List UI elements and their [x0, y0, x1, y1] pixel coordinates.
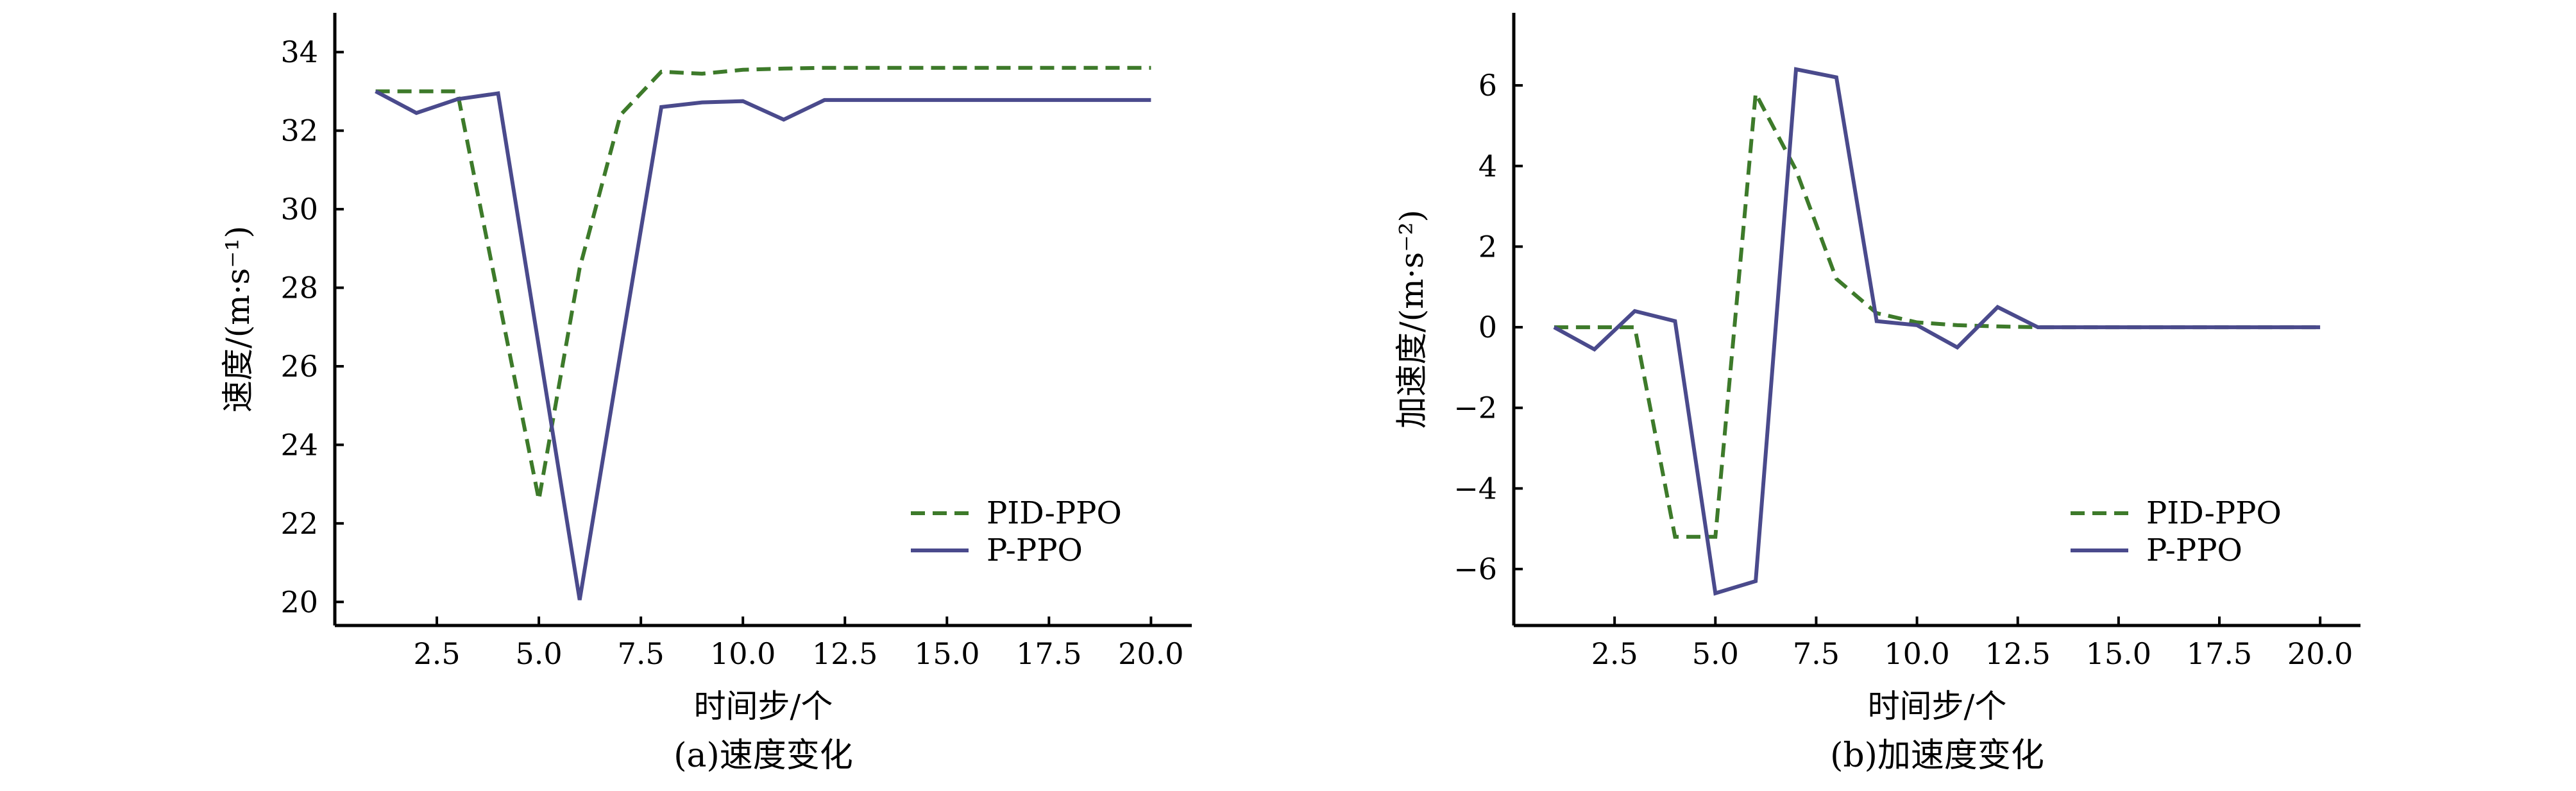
x-axis-title: 时间步/个: [1868, 688, 2007, 725]
legend-label-pid-ppo: PID-PPO: [2146, 495, 2282, 531]
x-tick-label: 12.5: [812, 636, 877, 671]
y-tick-label: 20: [280, 584, 318, 619]
y-tick-label: 32: [280, 114, 318, 148]
series-line-p-ppo: [1553, 67, 2321, 596]
chart-caption: (a)速度变化: [674, 736, 853, 775]
y-tick-label: 28: [280, 271, 318, 305]
y-tick-label: 0: [1479, 310, 1497, 344]
y-tick-label: 22: [280, 506, 318, 541]
series-line-pid-ppo: [1554, 87, 2321, 539]
y-tick-label: 6: [1479, 68, 1497, 103]
chart-caption: (b)加速度变化: [1830, 736, 2044, 775]
chart-panel-a: 2.5 5.0 7.5 10.0 12.5 15.0 17.5 20.0 20 22 24 26 28 3…: [219, 13, 1192, 775]
x-tick-label: 15.0: [2086, 636, 2151, 671]
y-tick-label: 34: [280, 35, 318, 69]
y-tick-label: 4: [1479, 149, 1497, 183]
y-tick-label: −6: [1453, 552, 1497, 586]
x-tick-label: 15.0: [914, 636, 979, 671]
y-axis-title: 速度/(m·s⁻¹): [219, 226, 257, 413]
legend-label-p-ppo: P-PPO: [2146, 532, 2242, 568]
x-tick-label: 20.0: [1118, 636, 1183, 671]
x-tick-label: 7.5: [618, 636, 665, 671]
chart-panel-b: 2.5 5.0 7.5 10.0 12.5 15.0 17.5 20.0 −6 −4 −2 0 2 4 6 时…: [1393, 13, 2360, 775]
x-tick-label: 20.0: [2287, 636, 2353, 671]
series-line-pid-ppo: [375, 65, 1151, 500]
y-tick-label: −4: [1453, 471, 1497, 506]
x-tick-label: 2.5: [1591, 636, 1638, 671]
x-tick-label: 17.5: [2187, 636, 2252, 671]
x-tick-label: 5.0: [1692, 636, 1739, 671]
x-tick-label: 12.5: [1985, 636, 2051, 671]
x-tick-label: 7.5: [1793, 636, 1840, 671]
y-axis-title: 加速度/(m·s⁻²): [1393, 210, 1430, 429]
legend-label-p-ppo: P-PPO: [987, 532, 1083, 568]
x-tick-label: 5.0: [516, 636, 563, 671]
x-tick-label: 10.0: [710, 636, 775, 671]
x-tick-label: 10.0: [1884, 636, 1949, 671]
y-tick-label: 30: [280, 192, 318, 226]
x-axis-title: 时间步/个: [694, 688, 833, 725]
y-tick-label: 26: [280, 349, 318, 384]
y-tick-label: 2: [1479, 229, 1497, 264]
y-tick-label: 24: [280, 427, 318, 462]
x-tick-label: 2.5: [413, 636, 460, 671]
legend-label-pid-ppo: PID-PPO: [987, 495, 1122, 531]
y-tick-label: −2: [1453, 391, 1497, 425]
x-tick-label: 17.5: [1016, 636, 1081, 671]
series-line-p-ppo: [375, 89, 1151, 600]
